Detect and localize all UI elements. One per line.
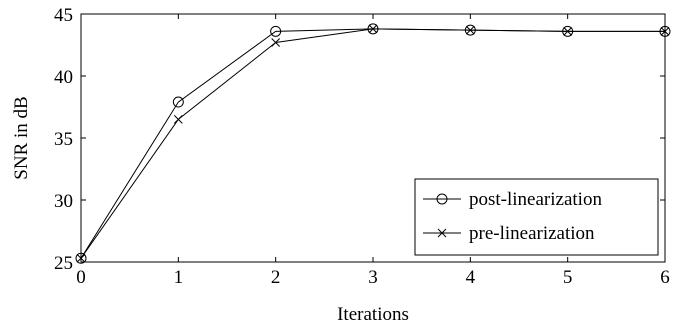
data-point-post-linearization — [75, 252, 87, 264]
y-axis-label: SNR in dB — [11, 96, 32, 179]
x-tick-label: 4 — [466, 267, 476, 288]
y-tick-label: 40 — [54, 67, 73, 88]
data-point-pre-linearization — [271, 38, 281, 47]
legend-marker — [436, 193, 448, 205]
x-tick-label: 2 — [271, 267, 281, 288]
data-point-pre-linearization — [76, 253, 86, 263]
data-point-pre-linearization — [368, 24, 378, 34]
y-tick-label: 30 — [54, 191, 73, 212]
legend-item: pre-linearization — [423, 223, 595, 244]
data-point-pre-linearization — [660, 27, 670, 36]
legend-label: post-linearization — [469, 189, 602, 210]
x-tick-label: 6 — [660, 267, 670, 288]
legend-label: pre-linearization — [469, 223, 595, 244]
plot-area: 0 1 2 3 4 5 62530354045post-linearizationpre-l… — [54, 5, 671, 288]
legend: post-linearization pre-linearization — [414, 178, 659, 256]
legend-marker — [437, 228, 447, 238]
x-tick-label: 0 — [76, 267, 86, 288]
data-point-post-linearization — [270, 25, 282, 37]
x-axis-label: Iterations — [337, 304, 409, 325]
data-point-post-linearization — [172, 96, 184, 108]
x-tick-label: 1 — [174, 267, 184, 288]
data-point-pre-linearization — [173, 115, 183, 124]
data-point-pre-linearization — [563, 27, 573, 36]
series-pre-linearization — [76, 24, 670, 263]
data-point-pre-linearization — [465, 25, 475, 35]
legend-box — [414, 178, 659, 256]
y-tick-label: 45 — [54, 5, 73, 26]
x-tick-label: 3 — [368, 267, 378, 288]
legend-item: post-linearization — [423, 189, 602, 210]
x-tick-label: 5 — [563, 267, 573, 288]
y-tick-label: 25 — [54, 253, 73, 274]
y-tick-label: 35 — [54, 129, 73, 150]
